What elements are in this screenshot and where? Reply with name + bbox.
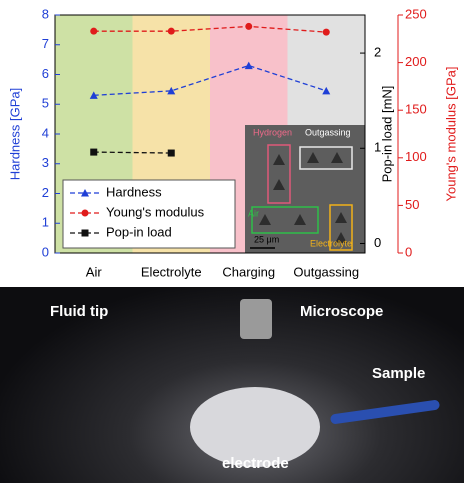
photo: Fluid tip Microscope Sample electrode [0,287,464,483]
inset-label: Hydrogen [253,127,292,137]
y2-tick-label: 200 [405,54,427,69]
legend: Hardness Young's modulus Pop-in load [63,180,235,248]
y-tick-label: 6 [42,66,49,81]
x-tick-label: Charging [222,264,275,279]
y2-tick-label: 150 [405,102,427,117]
inset-label: Electrolyte [310,238,352,248]
inset: Hydrogen Outgassing Air Electrolyte 25 μm [245,125,365,253]
chart: Hydrogen Outgassing Air Electrolyte 25 μm 0 1 2… [0,0,464,287]
photo-label: Sample [372,365,425,382]
marker [82,210,89,217]
legend-label: Hardness [106,184,162,199]
microscope-shape [240,299,272,339]
marker [323,29,330,36]
y-tick-label: 1 [42,215,49,230]
y-tick-label: 7 [42,36,49,51]
marker [168,28,175,35]
y2-axis-title: Young's modulus [GPa] [443,67,458,202]
y-tick-label: 4 [42,125,49,140]
cable-shape [330,399,440,424]
y3-axis-title: Pop-in load [mN] [379,86,394,183]
y3-tick-label: 0 [374,235,381,250]
marker [245,23,252,30]
photo-label: electrode [222,455,289,472]
page: Hydrogen Outgassing Air Electrolyte 25 μm 0 1 2… [0,0,464,483]
y2-tick-label: 0 [405,244,412,259]
y2-tick-label: 100 [405,149,427,164]
y-tick-label: 2 [42,185,49,200]
x-tick-label: Electrolyte [141,264,202,279]
legend-label: Pop-in load [106,224,172,239]
x-tick-label: Outgassing [293,264,359,279]
inset-label: Outgassing [305,127,351,137]
marker [82,230,89,237]
y2-tick-label: 250 [405,6,427,21]
y-tick-label: 5 [42,96,49,111]
photo-label: Fluid tip [50,303,108,320]
y3-tick-label: 2 [374,45,381,60]
marker [90,149,97,156]
marker [90,28,97,35]
marker [168,150,175,157]
inset-label: 25 μm [254,234,279,244]
inset-label: Air [248,208,259,218]
y-tick-label: 8 [42,6,49,21]
legend-label: Young's modulus [106,204,205,219]
y-axis-title: Hardness [GPa] [7,88,22,181]
y-tick-label: 3 [42,155,49,170]
y-tick-label: 0 [42,244,49,259]
x-tick-label: Air [86,264,103,279]
photo-label: Microscope [300,303,383,320]
y2-tick-label: 50 [405,197,419,212]
